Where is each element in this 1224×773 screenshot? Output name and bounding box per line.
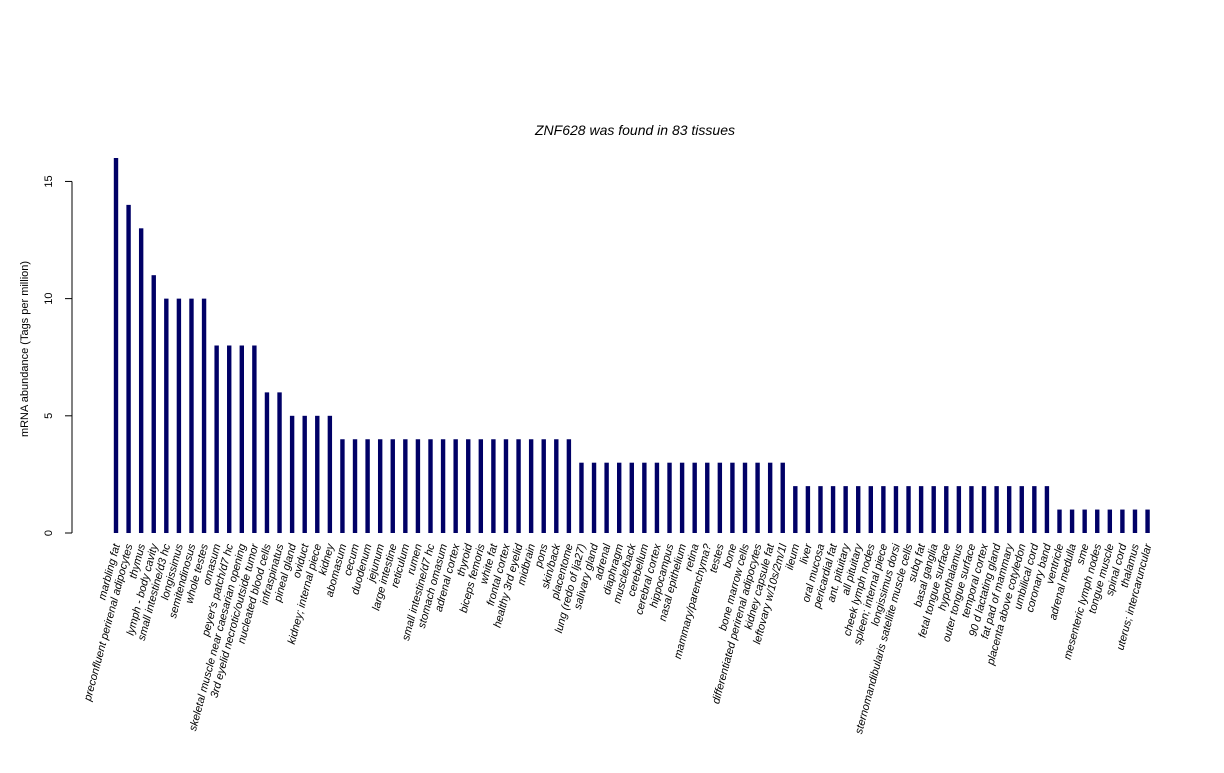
bar <box>856 486 861 534</box>
bar <box>415 439 421 533</box>
bar <box>528 439 534 533</box>
bar <box>843 486 848 534</box>
bar <box>403 439 408 533</box>
bar <box>164 298 169 534</box>
bar <box>994 486 999 534</box>
bar <box>906 486 911 534</box>
bar <box>138 228 144 533</box>
bar <box>453 439 458 533</box>
bar <box>956 486 962 534</box>
bar <box>881 486 886 534</box>
bar <box>679 462 685 533</box>
bar <box>1006 486 1012 534</box>
bar <box>566 439 572 533</box>
bar <box>176 298 182 534</box>
bar <box>918 486 924 534</box>
bar <box>1069 509 1075 533</box>
bars <box>113 158 1150 534</box>
y-tick-label: 0 <box>43 530 55 536</box>
bar <box>201 298 207 534</box>
y-tick-label: 15 <box>43 175 55 187</box>
bar <box>830 486 836 534</box>
bar <box>428 439 433 533</box>
category-label: liver <box>798 541 815 565</box>
bar <box>642 462 647 533</box>
bar <box>1120 509 1125 533</box>
bar <box>390 439 395 533</box>
bar <box>214 345 219 533</box>
bar <box>1032 486 1037 534</box>
bar <box>289 415 295 533</box>
bar <box>264 392 270 534</box>
bar <box>1019 486 1024 534</box>
bar <box>818 486 823 534</box>
bar <box>717 462 723 533</box>
bar <box>805 486 811 534</box>
y-tick-label: 5 <box>43 413 55 419</box>
bar <box>516 439 521 533</box>
bar <box>969 486 974 534</box>
bar <box>239 345 244 533</box>
bar <box>541 439 546 533</box>
bar <box>705 462 710 533</box>
bar <box>591 462 597 533</box>
bar <box>742 462 748 533</box>
bar <box>868 486 873 534</box>
bar <box>629 462 634 533</box>
bar <box>1044 486 1050 534</box>
bar <box>579 462 584 533</box>
bar <box>1057 509 1062 533</box>
bar <box>1132 509 1138 533</box>
bar <box>692 462 697 533</box>
y-axis: 0 5 10 15 <box>43 175 73 536</box>
bar <box>944 486 949 534</box>
bar <box>554 439 559 533</box>
bar <box>617 462 622 533</box>
bar <box>352 439 358 533</box>
bar <box>491 439 496 533</box>
bar <box>440 439 446 533</box>
bar <box>277 392 282 534</box>
bar <box>315 415 320 533</box>
bar <box>503 439 509 533</box>
bar <box>151 275 156 533</box>
bar <box>252 345 257 533</box>
bar <box>654 462 660 533</box>
bar <box>189 298 194 534</box>
bar <box>113 158 119 533</box>
y-axis-title: mRNA abundance (Tags per million) <box>19 261 31 437</box>
bar <box>340 439 345 533</box>
bar <box>780 462 785 533</box>
category-label: sme <box>1075 543 1092 566</box>
bar <box>478 439 484 533</box>
bar <box>1095 509 1100 533</box>
bar <box>893 486 899 534</box>
bar <box>793 486 798 534</box>
bar <box>931 486 936 534</box>
bar <box>981 486 987 534</box>
y-tick-label: 10 <box>43 293 55 305</box>
bar <box>730 462 735 533</box>
bar <box>466 439 471 533</box>
bar <box>126 204 131 534</box>
bar <box>1107 509 1113 533</box>
bar <box>302 415 307 533</box>
bar <box>365 439 370 533</box>
bar <box>227 345 232 533</box>
bar <box>377 439 383 533</box>
bar <box>327 415 333 533</box>
bar <box>767 462 773 533</box>
chart-title: ZNF628 was found in 83 tissues <box>534 122 735 138</box>
bar <box>1145 509 1150 533</box>
bar <box>755 462 760 533</box>
bar <box>667 462 672 533</box>
bar <box>604 462 609 533</box>
bar <box>1082 509 1087 533</box>
